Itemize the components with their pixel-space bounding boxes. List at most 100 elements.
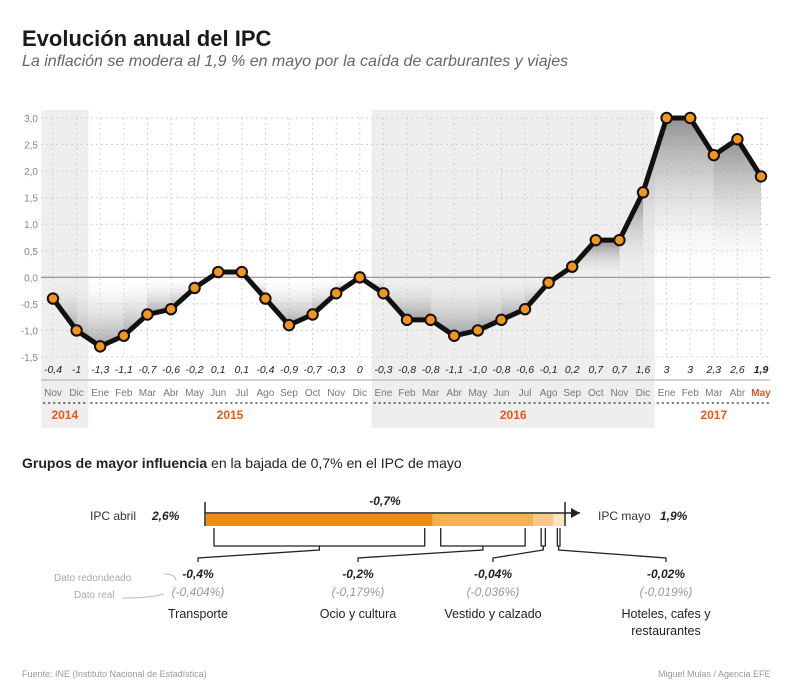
group-name: Ocio y cultura <box>320 607 396 621</box>
area-fill <box>53 277 77 331</box>
x-tick-label: Feb <box>115 388 133 399</box>
y-tick-label: 1,5 <box>24 194 38 205</box>
x-tick-label: Dic <box>69 388 83 399</box>
data-point <box>377 287 390 300</box>
data-point <box>259 292 272 305</box>
data-point <box>754 170 768 183</box>
y-tick-label: 1,0 <box>24 220 38 231</box>
total-change: -0,7% <box>369 494 401 508</box>
real-value: (-0,036%) <box>467 585 520 599</box>
data-point <box>212 265 225 279</box>
x-tick-label: Nov <box>44 388 62 399</box>
data-label: -1,1 <box>115 364 133 376</box>
rounded-value: -0,02% <box>647 567 685 581</box>
y-tick-label: -0,5 <box>21 300 39 311</box>
breakdown-heading: Grupos de mayor influencia en la bajada … <box>22 455 462 471</box>
area-fill <box>147 277 171 315</box>
area-fill <box>312 277 337 315</box>
data-label: 3 <box>687 364 693 376</box>
area-fill <box>100 277 124 347</box>
data-label: -0,2 <box>186 364 204 376</box>
chart-title: Evolución anual del IPC <box>22 26 272 51</box>
data-label: 0 <box>357 364 363 376</box>
x-tick-label: Jun <box>493 388 509 399</box>
x-tick-label: Abr <box>163 388 179 399</box>
x-tick-label: Mar <box>705 388 723 399</box>
data-label: -0,7 <box>138 364 157 376</box>
callout-connector <box>558 546 667 562</box>
breakdown-heading-rest: en la bajada de 0,7% en el IPC de mayo <box>207 455 462 471</box>
area-fill <box>643 118 667 278</box>
x-tick-label: Mar <box>139 388 157 399</box>
data-point <box>117 329 131 342</box>
data-point <box>495 313 508 327</box>
data-point <box>400 313 414 327</box>
x-tick-label: Ene <box>91 388 109 399</box>
year-label: 2014 <box>51 408 78 422</box>
data-label: 2,6 <box>729 364 745 376</box>
y-tick-label: 2,5 <box>24 141 38 152</box>
legend-bracket-top <box>163 573 177 582</box>
chart-subtitle: La inflación se modera al 1,9 % en mayo … <box>22 53 569 70</box>
source-note: Fuente: INE (Instituto Nacional de Estad… <box>22 669 207 679</box>
group-name: Vestido y calzado <box>444 607 541 621</box>
data-label: 0,7 <box>612 364 628 376</box>
data-label: -1,3 <box>91 364 109 376</box>
data-label: -0,1 <box>540 364 558 376</box>
year-band-2014 <box>41 110 89 428</box>
group-name: Transporte <box>168 607 228 621</box>
data-point <box>282 318 296 332</box>
data-point <box>448 329 461 342</box>
breakdown-diagram: IPC abril 2,6% IPC mayo 1,9% -0,7% -0,4%… <box>54 494 712 638</box>
area-fill <box>454 277 478 336</box>
data-point <box>330 287 343 300</box>
segment-bracket <box>556 528 561 547</box>
ipc-may-value: 1,9% <box>660 509 688 523</box>
real-value: (-0,019%) <box>640 585 693 599</box>
data-point <box>684 111 697 125</box>
data-label: 2,3 <box>705 364 721 376</box>
x-tick-label: May <box>468 388 487 399</box>
data-label: 1,9 <box>754 364 769 376</box>
data-point <box>46 292 60 305</box>
year-label: 2016 <box>500 408 527 422</box>
group-name: Hoteles, cafes y restaurantes <box>622 607 712 638</box>
x-tick-label: Ago <box>540 388 558 399</box>
data-point <box>424 313 437 327</box>
x-tick-label: Sep <box>280 388 298 399</box>
callout-connector <box>357 546 484 562</box>
ipc-may-label: IPC mayo <box>598 509 651 523</box>
legend-bracket-bottom <box>121 593 165 599</box>
data-label: -0,8 <box>422 364 440 376</box>
data-label: -0,4 <box>256 364 274 376</box>
data-label: -1 <box>72 364 81 376</box>
y-tick-label: 0,0 <box>24 273 38 284</box>
data-label: 0,2 <box>565 364 580 376</box>
x-tick-label: May <box>185 388 204 399</box>
area-fill <box>477 277 502 331</box>
breakdown-heading-bold: Grupos de mayor influencia <box>22 455 208 471</box>
area-fill <box>619 192 643 278</box>
x-tick-label: Dic <box>353 388 367 399</box>
data-point <box>707 148 720 162</box>
area-fill <box>595 240 620 278</box>
data-point <box>566 260 579 273</box>
data-point <box>542 276 555 289</box>
y-tick-label: 3,0 <box>24 114 38 125</box>
segment-bracket <box>540 528 546 547</box>
x-tick-label: Oct <box>305 388 321 399</box>
data-label: 3 <box>664 364 670 376</box>
segment-bar <box>206 514 433 526</box>
rounded-value: -0,2% <box>342 567 374 581</box>
x-tick-label: Feb <box>682 388 700 399</box>
segment-bar <box>533 514 554 526</box>
area-fill <box>690 118 714 278</box>
data-point <box>164 303 178 316</box>
legend-real: Dato real <box>74 590 115 601</box>
data-point <box>613 233 626 247</box>
rounded-value: -0,04% <box>474 567 512 581</box>
data-label: -0,6 <box>162 364 180 376</box>
data-label: -0,7 <box>304 364 323 376</box>
data-point <box>731 133 744 146</box>
legend-rounded: Dato redondeado <box>54 573 132 584</box>
